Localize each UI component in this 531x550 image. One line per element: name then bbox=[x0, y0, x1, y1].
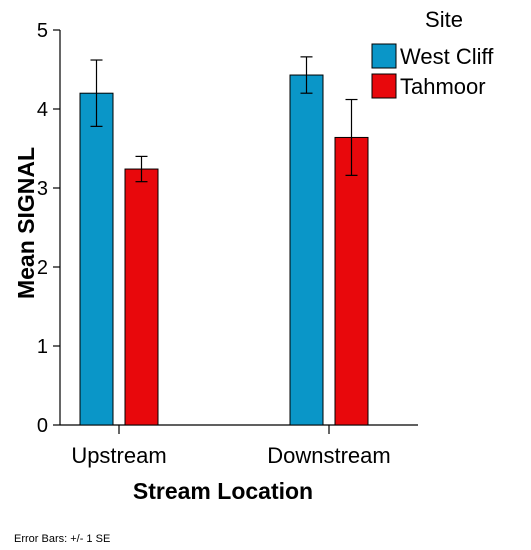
y-tick-label-4: 4 bbox=[37, 99, 48, 121]
legend-swatch-west-cliff bbox=[371, 43, 397, 69]
bar-tahmoor-downstream bbox=[334, 136, 369, 426]
y-tick-label-1: 1 bbox=[37, 336, 48, 358]
x-tick-label-upstream: Upstream bbox=[71, 443, 166, 468]
bar-tahmoor-upstream bbox=[124, 168, 159, 426]
y-axis-title: Mean SIGNAL bbox=[13, 147, 39, 299]
y-tick-label-5: 5 bbox=[37, 20, 48, 42]
bar-west-cliff-upstream bbox=[79, 92, 114, 426]
y-tick-label-3: 3 bbox=[37, 178, 48, 200]
legend-label-tahmoor: Tahmoor bbox=[400, 74, 486, 99]
y-tick-label-0: 0 bbox=[37, 415, 48, 437]
plot-area: 0 1 2 3 4 5 Upstream Downstream bbox=[37, 20, 418, 468]
legend-swatch-tahmoor bbox=[371, 73, 397, 99]
legend: West Cliff Tahmoor bbox=[371, 43, 494, 99]
y-tick-label-2: 2 bbox=[37, 257, 48, 279]
legend-title: Site bbox=[425, 7, 463, 32]
footnote-error-bars: Error Bars: +/- 1 SE bbox=[14, 533, 110, 545]
legend-label-west-cliff: West Cliff bbox=[400, 44, 494, 69]
x-axis-title: Stream Location bbox=[133, 478, 313, 504]
x-tick-label-downstream: Downstream bbox=[267, 443, 390, 468]
bar-west-cliff-downstream bbox=[289, 74, 324, 426]
